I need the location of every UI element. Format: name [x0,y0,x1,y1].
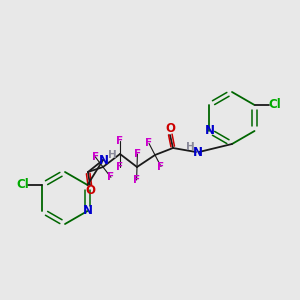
Text: F: F [158,161,165,172]
Text: O: O [165,122,175,136]
Text: F: F [146,139,153,148]
Text: Cl: Cl [16,178,29,191]
Text: H: H [186,142,194,152]
Text: N: N [99,154,109,166]
Text: F: F [92,152,99,162]
Text: O: O [85,184,95,197]
Text: F: F [116,162,124,172]
Text: N: N [193,146,203,158]
Text: H: H [108,150,116,160]
Text: F: F [133,175,140,185]
Text: N: N [82,205,92,218]
Text: N: N [205,124,214,137]
Text: F: F [116,136,124,146]
Text: Cl: Cl [268,98,281,112]
Text: F: F [107,172,115,182]
Text: F: F [134,149,141,159]
